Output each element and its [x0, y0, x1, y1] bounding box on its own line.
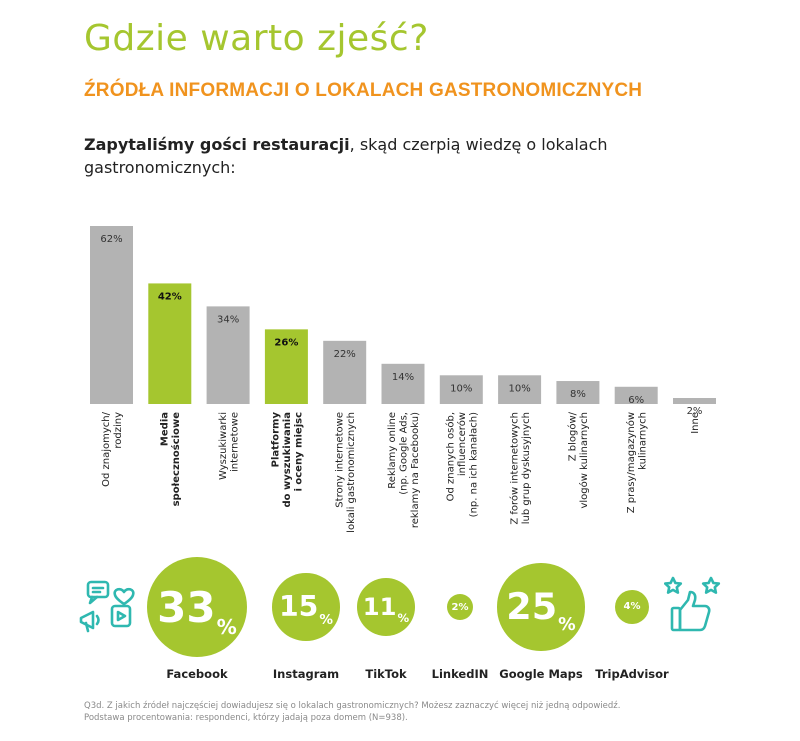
bar [439, 375, 483, 404]
platform-name: Instagram [272, 667, 340, 681]
bar-value-label: 10% [450, 383, 472, 394]
bar-value-label: 10% [508, 383, 530, 394]
platform-value: 11 [362, 592, 397, 622]
category-label-line: Platformy [270, 412, 281, 468]
bar-value-label: 14% [392, 372, 414, 383]
category-label: Strony internetowelokali gastronomicznyc… [334, 412, 357, 533]
category-label-line: Inne [690, 412, 701, 434]
category-label-line: Strony internetowe [334, 412, 345, 508]
bar [673, 398, 716, 404]
category-label: Z forów internetowychlub grup dyskusyjny… [508, 412, 532, 525]
category-label-line: Od znanych osób, [444, 412, 456, 501]
platform-name: TikTok [365, 667, 407, 681]
bar [206, 306, 250, 404]
platform-circle: 4% [614, 589, 650, 625]
platform-value: 33 [157, 582, 216, 632]
platform-circle: 2% [447, 594, 473, 620]
footnote: Q3d. Z jakich źródeł najczęściej dowiadu… [84, 700, 620, 724]
bar [148, 283, 192, 404]
category-label-line: (np. na ich kanałach) [468, 412, 479, 517]
category-label: Reklamy online(np. Google Ads,reklamy na… [387, 412, 421, 528]
category-label-line: vlogów kulinarnych [578, 412, 590, 509]
bar-value-label: 42% [158, 291, 182, 302]
page-subtitle: ŹRÓDŁA INFORMACJI O LOKALACH GASTRONOMIC… [84, 80, 643, 101]
category-label: Inne [690, 412, 701, 434]
bar [264, 329, 308, 404]
category-label: Z prasy/magazynówkulinarnych [625, 412, 649, 513]
platform-value: 4 [623, 601, 631, 613]
intro-bold: Zapytaliśmy gości restauracji [84, 135, 350, 154]
category-label-line: reklamy na Facebooku) [410, 412, 421, 528]
platform-circle: 15% [272, 573, 340, 641]
category-label-line: Wyszukiwarki [218, 412, 229, 480]
footnote-question: Q3d. Z jakich źródeł najczęściej dowiadu… [84, 701, 621, 711]
category-label: Od znanych osób,influencerów(np. na ich … [444, 412, 479, 517]
bar-value-label: 62% [100, 234, 122, 245]
platform-percent-sign: % [397, 611, 410, 626]
platform-percent-sign: % [319, 612, 333, 629]
bar-value-label: 6% [628, 395, 644, 406]
category-label-line: Media [160, 412, 171, 446]
platform-percent-sign: % [558, 614, 576, 635]
footnote-base: Podstawa procentowania: respondenci, któ… [84, 713, 408, 723]
category-label-line: Z prasy/magazynów [625, 412, 637, 513]
page-title: Gdzie warto zjeść? [84, 18, 429, 59]
category-label-line: rodziny [113, 412, 124, 449]
platform-name: TripAdvisor [595, 667, 669, 681]
category-label-line: do wyszukiwania [282, 412, 293, 508]
category-label-line: Z forów internetowych [508, 412, 520, 525]
category-label-line: Reklamy online [387, 412, 398, 489]
intro-rest: , skąd czerpią wiedzę o lokalach gastron… [84, 135, 608, 177]
bar [323, 340, 367, 404]
bar-value-label: 2% [687, 406, 703, 417]
category-label-line: Z blogów/ [567, 411, 579, 461]
category-label-line: i oceny miejsc [293, 412, 304, 492]
thumbs-up-stars-icon [664, 576, 721, 632]
category-label: Od znajomych/rodziny [101, 411, 124, 487]
bar-value-label: 26% [274, 337, 298, 348]
platform-circle: 25% [497, 563, 585, 651]
category-label-line: Od znajomych/ [101, 411, 112, 487]
platform-value: 15 [278, 590, 319, 624]
category-label-line: influencerów [456, 412, 468, 476]
bar [614, 386, 658, 404]
category-label: Mediaspołecznościowe [160, 412, 183, 507]
bar [381, 363, 425, 404]
bar [556, 381, 600, 404]
platform-percent-sign: % [458, 601, 469, 613]
platform-value: 25 [506, 585, 558, 629]
intro-text: Zapytaliśmy gości restauracji, skąd czer… [84, 133, 684, 179]
category-label: Z blogów/vlogów kulinarnych [567, 411, 591, 508]
bar-value-label: 22% [334, 349, 356, 360]
category-label: Wyszukiwarkiinternetowe [218, 412, 241, 480]
platform-name: Google Maps [499, 667, 583, 681]
category-label-line: kulinarnych [638, 412, 649, 470]
category-label-line: lokali gastronomicznych [346, 412, 357, 533]
platform-circle: 33% [147, 557, 247, 657]
platform-name: Facebook [166, 667, 228, 681]
platform-percent-sign: % [216, 614, 237, 639]
platform-name: LinkedIN [431, 667, 489, 681]
social-media-icon [79, 580, 135, 633]
platform-percent-sign: % [630, 601, 641, 613]
category-label-line: internetowe [229, 412, 240, 472]
category-label-line: lub grup dyskusyjnych [521, 412, 532, 524]
bar-value-label: 34% [217, 314, 239, 325]
bar [90, 226, 133, 404]
bar-value-label: 8% [570, 389, 586, 400]
bar [498, 375, 542, 404]
platform-value: 2 [451, 601, 459, 613]
category-label: Platformydo wyszukiwaniai oceny miejsc [270, 412, 304, 508]
category-label-line: społecznościowe [170, 412, 182, 507]
category-label-line: (np. Google Ads, [399, 412, 410, 495]
platform-circle: 11% [357, 578, 415, 636]
